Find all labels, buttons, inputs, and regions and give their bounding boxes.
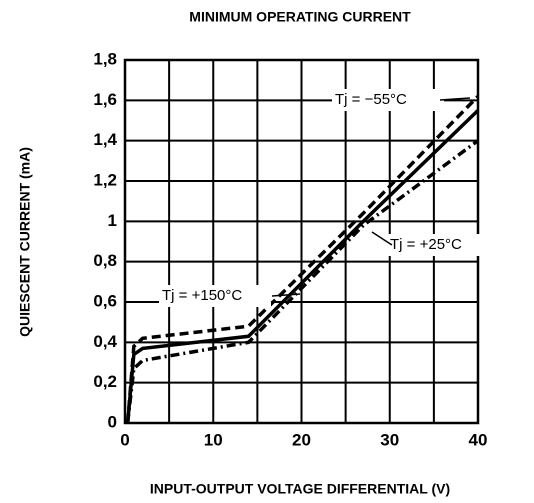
y-axis-label: QUIESCENT CURRENT (mA) — [17, 147, 33, 337]
series-line — [125, 109, 480, 424]
y-tick-label: 1,6 — [93, 90, 117, 109]
label-bg — [332, 89, 444, 111]
y-tick-label: 1 — [108, 211, 117, 230]
label-bg — [387, 234, 499, 256]
series-line — [125, 95, 480, 424]
y-tick-label: 0,8 — [93, 251, 117, 270]
legend-label: Tj = −55°C — [335, 91, 407, 108]
x-tick-label: 30 — [380, 430, 399, 449]
leader-line — [271, 293, 301, 297]
y-tick-label: 0,4 — [93, 332, 117, 351]
y-tick-label: 0,6 — [93, 291, 117, 310]
x-tick-label: 0 — [120, 430, 129, 449]
legend-label: Tj = +25°C — [390, 236, 462, 253]
leader-line — [371, 231, 393, 246]
y-tick-label: 1,4 — [93, 130, 117, 149]
leader-line — [439, 97, 471, 101]
y-tick-label: 1,8 — [93, 49, 117, 68]
x-tick-label: 40 — [469, 430, 488, 449]
y-tick-label: 0,2 — [93, 372, 117, 391]
series-line — [125, 139, 480, 424]
y-tick-label: 1,2 — [93, 170, 117, 189]
x-tick-label: 20 — [292, 430, 311, 449]
legend-label: Tj = +150°C — [162, 287, 242, 304]
label-bg — [159, 285, 271, 307]
x-tick-label: 10 — [204, 430, 223, 449]
chart-title: MINIMUM OPERATING CURRENT — [189, 9, 411, 25]
x-axis-label: INPUT-OUTPUT VOLTAGE DIFFERENTIAL (V) — [150, 481, 450, 497]
y-tick-label: 0 — [108, 412, 117, 431]
